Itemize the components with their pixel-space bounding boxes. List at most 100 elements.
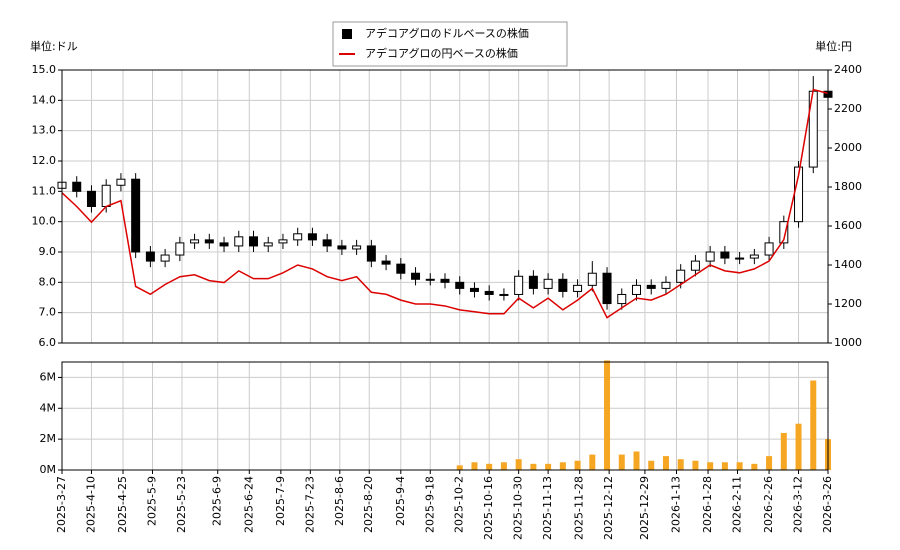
x-tick-label: 2025-6-24 <box>242 476 255 533</box>
y2-tick-label: 1000 <box>834 336 862 349</box>
volume-bar <box>559 462 566 470</box>
x-tick-label: 2025-9-4 <box>394 476 407 526</box>
volume-bar <box>530 463 537 470</box>
candle-body <box>337 245 347 250</box>
x-tick-label: 2025-12-12 <box>602 476 615 540</box>
y2-tick-label: 2200 <box>834 102 862 115</box>
main-plot-frame <box>61 69 829 344</box>
volume-bar <box>589 454 596 470</box>
candle-body <box>425 278 435 281</box>
candle-body <box>720 251 730 259</box>
candle-body <box>175 242 185 256</box>
candle-body <box>705 251 715 262</box>
x-tick-label: 2025-11-13 <box>541 476 554 540</box>
x-tick-label: 2026-3-12 <box>792 476 805 533</box>
y-tick-label: 9.0 <box>39 245 57 258</box>
x-tick-label: 2025-10-16 <box>482 476 495 540</box>
candle-body <box>690 260 700 271</box>
candle-body <box>735 257 745 260</box>
volume-bar <box>707 462 714 470</box>
candle-body <box>543 278 553 289</box>
volume-bar <box>721 462 728 470</box>
x-tick-label: 2025-5-23 <box>175 476 188 533</box>
y2-tick-label: 1600 <box>834 219 862 232</box>
volume-bar <box>648 460 655 470</box>
candle-body <box>558 278 568 292</box>
x-tick-label: 2026-3-26 <box>821 476 834 533</box>
volume-bar <box>500 462 507 470</box>
candle-body <box>514 275 524 295</box>
y-tick-label: 2M <box>40 432 57 445</box>
candle-body <box>764 242 774 256</box>
candle-body <box>676 269 686 283</box>
legend-swatch <box>342 29 352 39</box>
x-tick-label: 2026-1-28 <box>701 476 714 533</box>
y-tick-label: 15.0 <box>32 63 57 76</box>
candle-body <box>484 290 494 295</box>
x-tick-label: 2025-5-9 <box>145 476 158 526</box>
y2-tick-label: 1800 <box>834 180 862 193</box>
candle-body <box>307 233 317 241</box>
candle-body <box>646 284 656 289</box>
candle-body <box>278 239 288 244</box>
legend-box <box>332 21 568 67</box>
candle-body <box>322 239 332 247</box>
candle-body <box>249 236 258 247</box>
candle-body <box>219 242 229 247</box>
x-tick-label: 2025-8-6 <box>333 476 346 526</box>
volume-bar <box>618 454 625 470</box>
y-tick-label: 13.0 <box>32 124 57 137</box>
volume-bar <box>456 465 463 470</box>
candle-body <box>145 251 155 262</box>
y-tick-label: 12.0 <box>32 154 57 167</box>
candle-body <box>101 184 111 207</box>
x-tick-label: 2025-7-9 <box>274 476 287 526</box>
y-tick-label: 6.0 <box>39 336 57 349</box>
candle-body <box>499 293 509 296</box>
volume-bar <box>677 459 684 470</box>
volume-bar <box>515 459 522 470</box>
candle-body <box>72 181 82 192</box>
volume-bar <box>471 462 478 470</box>
candle-body <box>602 272 612 305</box>
candle-body <box>381 260 391 265</box>
candle-body <box>779 221 789 244</box>
x-tick-label: 2025-10-30 <box>512 476 525 540</box>
x-tick-label: 2025-8-20 <box>362 476 375 533</box>
y-tick-label: 6M <box>40 370 57 383</box>
candle-body <box>749 254 759 259</box>
candle-body <box>293 233 303 241</box>
candle-body <box>617 293 627 305</box>
volume-bar <box>780 432 787 470</box>
y2-tick-label: 2000 <box>834 141 862 154</box>
y2-tick-label: 2400 <box>834 63 862 76</box>
candle-body <box>411 272 421 280</box>
volume-bar <box>486 463 493 470</box>
x-tick-label: 2025-6-9 <box>211 476 224 526</box>
candle-body <box>86 190 96 207</box>
y-tick-label: 0M <box>40 463 57 476</box>
legend-label: アデコアグロの円ベースの株価 <box>365 46 518 60</box>
volume-bar <box>662 456 669 470</box>
y2-tick-label: 1200 <box>834 297 862 310</box>
candle-body <box>396 263 406 274</box>
candle-body <box>352 245 362 250</box>
volume-bar <box>795 423 802 470</box>
volume-bar <box>810 380 817 470</box>
x-tick-label: 2025-9-18 <box>423 476 436 533</box>
volume-bar <box>604 360 611 470</box>
yen-line <box>61 88 829 319</box>
y-tick-label: 4M <box>40 401 57 414</box>
candle-body <box>573 284 583 292</box>
candle-body <box>469 287 479 292</box>
candle-body <box>587 272 597 286</box>
candle-body <box>204 239 214 244</box>
candle-body <box>455 281 465 289</box>
candle-body <box>528 275 538 289</box>
candle-body <box>661 281 671 289</box>
volume-bar <box>633 451 640 470</box>
x-tick-label: 2026-2-26 <box>762 476 775 533</box>
volume-bar <box>692 460 699 470</box>
